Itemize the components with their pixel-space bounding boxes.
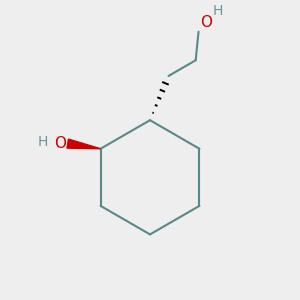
Polygon shape (67, 139, 100, 149)
Text: O: O (54, 136, 66, 151)
Text: O: O (200, 15, 212, 30)
Text: H: H (212, 4, 223, 18)
Text: H: H (38, 135, 48, 149)
